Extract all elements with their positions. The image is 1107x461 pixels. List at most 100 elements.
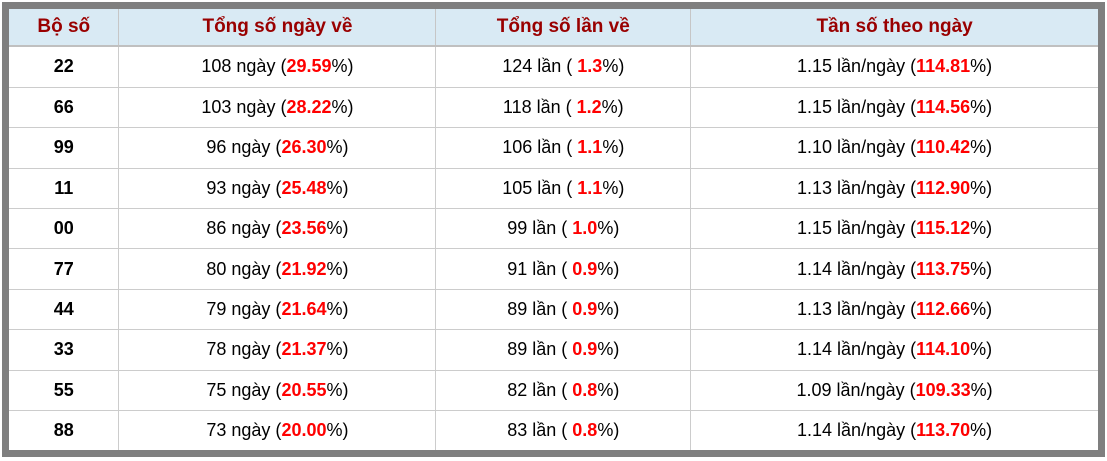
- days-close-paren: %): [326, 258, 349, 279]
- days-percent-value: 26.30: [281, 137, 327, 158]
- times-text: 105 lần (: [502, 177, 578, 198]
- times-percent-value: 1.1: [577, 177, 603, 198]
- days-percent-value: 29.59: [286, 56, 332, 77]
- frequency-close-paren: %): [970, 56, 993, 77]
- cell-total-times: 91 lần ( 0.9%): [435, 248, 692, 290]
- frequency-close-paren: %): [970, 298, 993, 319]
- times-close-paren: %): [601, 97, 624, 117]
- frequency-text: 1.09 lần/ngày (: [796, 379, 916, 400]
- cell-frequency: 1.10 lần/ngày (110.42%): [690, 127, 1098, 169]
- frequency-close-paren: %): [970, 339, 993, 360]
- number-set-value: 77: [53, 258, 74, 279]
- days-close-paren: %): [326, 218, 349, 239]
- times-close-paren: %): [597, 419, 620, 440]
- cell-total-days: 108 ngày (29.59%): [118, 46, 437, 88]
- lottery-statistics-table: Bộ số Tổng số ngày về Tổng số lần về Tần…: [9, 9, 1098, 450]
- frequency-percent-value: 114.10: [916, 339, 971, 360]
- cell-frequency: 1.14 lần/ngày (113.75%): [690, 248, 1098, 290]
- days-percent-value: 21.37: [281, 339, 327, 360]
- times-text: 82 lần (: [507, 379, 573, 400]
- frequency-close-paren: %): [970, 97, 993, 117]
- table-row: 11 93 ngày (25.48%) 105 lần ( 1.1%) 1.13…: [9, 168, 1098, 209]
- frequency-text: 1.10 lần/ngày (: [797, 137, 917, 158]
- frequency-close-paren: %): [970, 177, 993, 198]
- days-percent-value: 21.92: [281, 258, 327, 279]
- frequency-percent-value: 115.12: [916, 218, 971, 239]
- cell-number-set: 33: [9, 329, 120, 371]
- days-close-paren: %): [326, 137, 349, 158]
- frequency-text: 1.15 lần/ngày (: [797, 218, 917, 239]
- cell-number-set: 44: [9, 289, 120, 331]
- cell-frequency: 1.13 lần/ngày (112.66%): [690, 289, 1098, 331]
- cell-total-times: 82 lần ( 0.8%): [435, 370, 692, 411]
- table-row: 99 96 ngày (26.30%) 106 lần ( 1.1%) 1.10…: [9, 127, 1098, 169]
- frequency-percent-value: 113.70: [916, 419, 971, 440]
- cell-total-days: 93 ngày (25.48%): [118, 168, 437, 209]
- times-percent-value: 1.0: [572, 218, 598, 239]
- days-percent-value: 20.55: [281, 379, 327, 400]
- cell-total-days: 103 ngày (28.22%): [118, 87, 437, 129]
- frequency-text: 1.15 lần/ngày (: [797, 97, 917, 117]
- header-frequency-per-day: Tần số theo ngày: [690, 9, 1098, 47]
- cell-frequency: 1.15 lần/ngày (114.56%): [690, 87, 1098, 129]
- table-body: 22 108 ngày (29.59%) 124 lần ( 1.3%) 1.1…: [9, 46, 1098, 450]
- times-close-paren: %): [597, 379, 620, 400]
- times-text: 106 lần (: [502, 137, 578, 158]
- cell-number-set: 99: [9, 127, 120, 169]
- cell-total-times: 105 lần ( 1.1%): [435, 168, 692, 209]
- cell-number-set: 55: [9, 370, 120, 411]
- frequency-close-paren: %): [970, 258, 993, 279]
- days-text: 86 ngày (: [206, 218, 282, 239]
- days-text: 73 ngày (: [206, 419, 282, 440]
- days-close-paren: %): [326, 298, 349, 319]
- cell-frequency: 1.14 lần/ngày (113.70%): [691, 410, 1098, 450]
- days-close-paren: %): [326, 379, 349, 400]
- header-total-times: Tổng số lần về: [435, 9, 692, 47]
- cell-total-days: 78 ngày (21.37%): [118, 329, 437, 371]
- table-row: 88 73 ngày (20.00%) 83 lần ( 0.8%) 1.14 …: [9, 410, 1098, 450]
- times-text: 89 lần (: [507, 298, 573, 319]
- frequency-text: 1.13 lần/ngày (: [797, 177, 917, 198]
- number-set-value: 88: [53, 419, 74, 440]
- days-close-paren: %): [331, 97, 354, 117]
- cell-total-days: 75 ngày (20.55%): [118, 370, 437, 411]
- number-set-value: 11: [54, 177, 74, 198]
- cell-number-set: 00: [9, 208, 120, 250]
- header-row: Bộ số Tổng số ngày về Tổng số lần về Tần…: [9, 9, 1098, 47]
- times-text: 124 lần (: [502, 56, 578, 77]
- cell-total-times: 89 lần ( 0.9%): [435, 329, 692, 371]
- cell-total-times: 89 lần ( 0.9%): [435, 289, 692, 331]
- cell-total-times: 83 lần ( 0.8%): [435, 410, 692, 450]
- cell-frequency: 1.14 lần/ngày (114.10%): [690, 329, 1098, 371]
- number-set-value: 33: [53, 339, 74, 360]
- days-text: 103 ngày (: [201, 97, 287, 117]
- number-set-value: 44: [53, 298, 74, 319]
- times-percent-value: 1.2: [576, 97, 602, 117]
- number-set-value: 00: [53, 218, 74, 239]
- times-percent-value: 0.9: [572, 339, 598, 360]
- cell-frequency: 1.13 lần/ngày (112.90%): [690, 168, 1098, 209]
- days-text: 80 ngày (: [206, 258, 282, 279]
- days-close-paren: %): [326, 339, 349, 360]
- times-close-paren: %): [597, 258, 620, 279]
- frequency-close-paren: %): [970, 419, 993, 440]
- number-set-value: 55: [53, 379, 74, 400]
- number-set-value: 99: [53, 137, 74, 158]
- days-text: 75 ngày (: [206, 379, 282, 400]
- times-close-paren: %): [602, 177, 625, 198]
- header-total-days: Tổng số ngày về: [118, 9, 437, 47]
- times-percent-value: 0.8: [572, 379, 598, 400]
- days-percent-value: 20.00: [281, 419, 327, 440]
- header-number-set: Bộ số: [9, 9, 120, 47]
- table-row: 00 86 ngày (23.56%) 99 lần ( 1.0%) 1.15 …: [9, 208, 1098, 250]
- cell-total-times: 124 lần ( 1.3%): [435, 46, 692, 88]
- frequency-percent-value: 109.33: [915, 379, 971, 400]
- cell-number-set: 88: [9, 410, 120, 450]
- times-text: 91 lần (: [507, 258, 573, 279]
- frequency-percent-value: 112.90: [916, 177, 971, 198]
- frequency-close-paren: %): [970, 137, 993, 158]
- table-row: 66 103 ngày (28.22%) 118 lần ( 1.2%) 1.1…: [9, 87, 1098, 129]
- days-percent-value: 21.64: [281, 298, 327, 319]
- cell-total-days: 79 ngày (21.64%): [118, 289, 437, 331]
